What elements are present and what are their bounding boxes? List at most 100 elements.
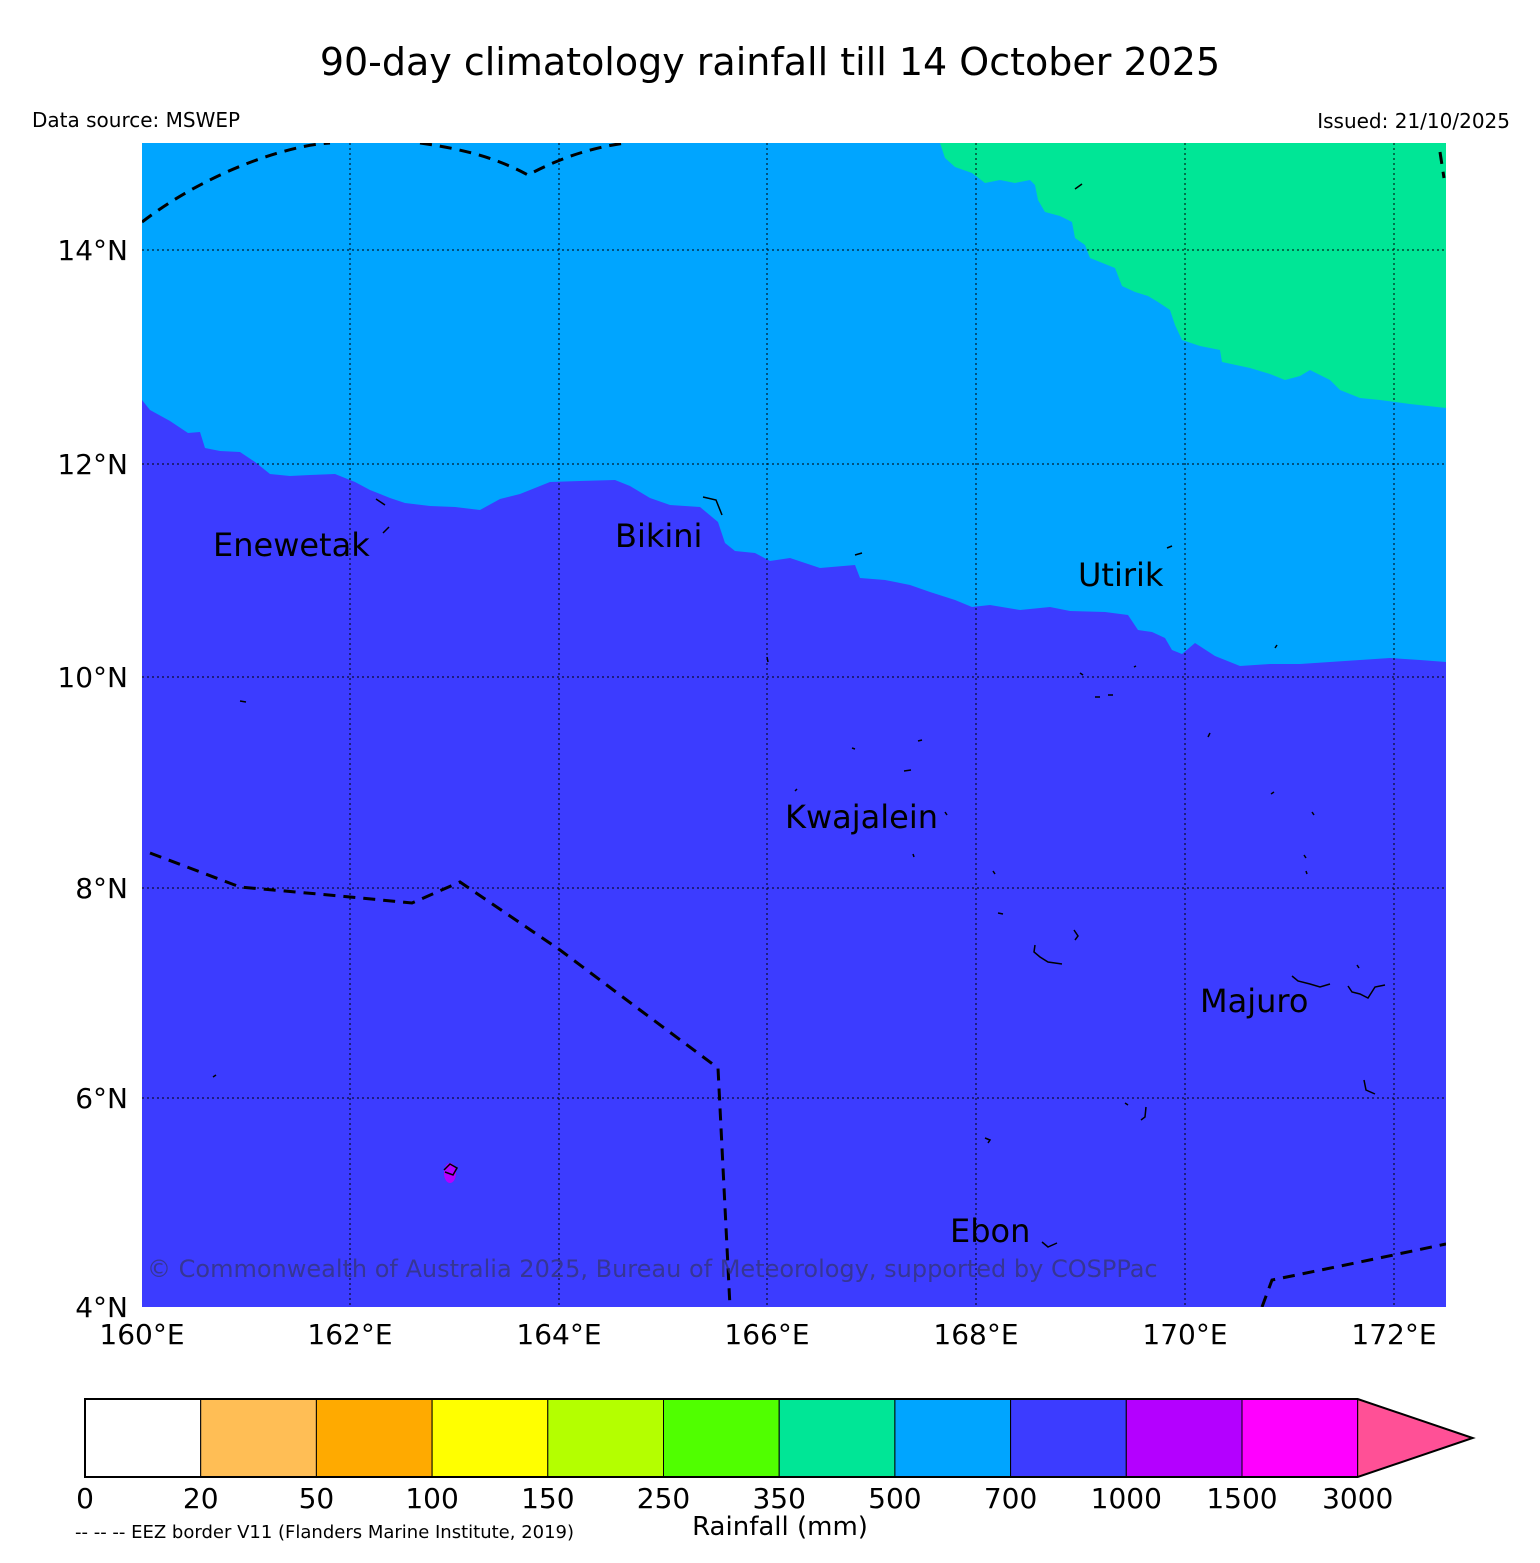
atoll-outline (382, 526, 390, 534)
colorbar-label: 500 (868, 1482, 921, 1515)
lon-tick-label: 170°E (1142, 1318, 1227, 1351)
colorbar-label: 20 (183, 1482, 219, 1515)
colorbar-title: Rainfall (mm) (692, 1512, 868, 1542)
colorbar-label: 250 (637, 1482, 690, 1515)
place-label: Ebon (950, 1212, 1030, 1250)
graticule (142, 143, 1446, 1307)
colorbar-segment (1241, 1398, 1359, 1478)
region-350-500mm (940, 143, 1446, 408)
eez-border (1438, 151, 1446, 179)
colorbar-segment (894, 1398, 1012, 1478)
colorbar-label: 50 (299, 1482, 335, 1515)
colorbar-extend-arrow (1357, 1398, 1475, 1478)
colorbar-label: 100 (405, 1482, 458, 1515)
colorbar-segment (1010, 1398, 1127, 1478)
atoll-outline (212, 1074, 217, 1078)
lat-tick-label: 8°N (75, 872, 128, 905)
lon-tick-labels: 160°E 162°E 164°E 166°E 168°E 170°E 172°… (99, 1318, 1436, 1351)
atoll-outline (1033, 944, 1063, 965)
colorbar-label: 0 (76, 1482, 94, 1515)
atoll-outline (375, 498, 386, 506)
place-label: Utirik (1078, 556, 1164, 594)
colorbar-label: 150 (521, 1482, 574, 1515)
atoll-coastlines (212, 183, 1386, 1248)
atoll-outline (854, 552, 863, 556)
atoll-outline (1124, 1102, 1129, 1106)
lon-tick-label: 160°E (99, 1318, 184, 1351)
atoll-outline (1140, 1106, 1147, 1121)
lat-tick-labels: 4°N 6°N 8°N 10°N 12°N 14°N (57, 234, 128, 1324)
atoll-outline (443, 1163, 459, 1176)
colorbar-label: 1500 (1206, 1482, 1277, 1515)
eez-borders (142, 143, 1446, 1307)
rainfall-regions (142, 143, 1446, 1307)
lon-tick-label: 164°E (516, 1318, 601, 1351)
lon-tick-label: 168°E (933, 1318, 1018, 1351)
atoll-outline (1207, 732, 1211, 738)
atoll-outline (1166, 545, 1173, 549)
atoll-outline (912, 853, 915, 858)
place-label: Kwajalein (785, 798, 938, 836)
colorbar-label: 350 (752, 1482, 805, 1515)
lat-tick-label: 14°N (57, 234, 128, 267)
lon-tick-label: 162°E (307, 1318, 392, 1351)
colorbar-labels: 0 20 50 100 150 250 350 500 700 1000 1500 3000 (76, 1482, 1393, 1515)
atoll-outline (1079, 672, 1084, 676)
atoll-outline (1363, 1079, 1376, 1095)
atoll-outline (239, 700, 247, 703)
atoll-outline (984, 1137, 992, 1144)
issued-date-label: Issued: 21/10/2025 (1317, 109, 1510, 133)
atoll-outline (997, 912, 1004, 915)
lat-tick-label: 12°N (57, 448, 128, 481)
place-label: Enewetak (213, 526, 370, 564)
atoll-outline (917, 739, 923, 742)
atoll-outline (766, 656, 769, 663)
atoll-outline (1356, 964, 1360, 969)
colorbar-label: 1000 (1091, 1482, 1162, 1515)
atoll-outline (1073, 929, 1079, 941)
atoll-outline (1074, 183, 1083, 190)
eez-border (149, 851, 732, 1307)
colorbar-segment (663, 1398, 780, 1478)
atoll-outline (794, 788, 798, 792)
data-source-label: Data source: MSWEP (32, 108, 241, 132)
place-label: Majuro (1200, 982, 1308, 1020)
atoll-outline (1311, 811, 1315, 816)
lat-tick-label: 10°N (57, 661, 128, 694)
lat-tick-label: 4°N (75, 1291, 128, 1324)
colorbar-segment (431, 1398, 549, 1478)
lon-tick-label: 172°E (1351, 1318, 1436, 1351)
eez-legend-note: -- -- -- EEZ border V11 (Flanders Marine… (75, 1522, 575, 1543)
colorbar-segment (315, 1398, 433, 1478)
atoll-outline (1291, 975, 1331, 988)
atoll-outline (903, 769, 912, 772)
atoll-outline (1347, 984, 1386, 999)
atoll-outline (851, 747, 856, 750)
colorbar-label: 700 (984, 1482, 1037, 1515)
colorbar-segment (547, 1398, 664, 1478)
eez-border (142, 143, 331, 224)
eez-border (419, 143, 626, 177)
colorbar-segment (84, 1398, 202, 1478)
copyright-watermark: © Commonwealth of Australia 2025, Bureau… (147, 1255, 1158, 1283)
lat-tick-label: 6°N (75, 1082, 128, 1115)
colorbar-segment (1125, 1398, 1243, 1478)
atoll-outline (992, 870, 996, 875)
atoll-outline (1095, 694, 1113, 698)
colorbar-segment (200, 1398, 317, 1478)
place-labels: Enewetak Bikini Utirik Kwajalein Majuro … (213, 517, 1308, 1250)
atoll-outline (1303, 854, 1308, 875)
colorbar (84, 1398, 1476, 1478)
atoll-outline (1133, 665, 1137, 668)
atoll-outline (944, 811, 948, 816)
eez-border (1260, 1242, 1446, 1307)
colorbar-segment (778, 1398, 896, 1478)
place-label: Bikini (615, 517, 702, 555)
atoll-outline (1041, 1241, 1058, 1248)
page-title: 90-day climatology rainfall till 14 Octo… (319, 40, 1221, 84)
lon-tick-label: 166°E (724, 1318, 809, 1351)
colorbar-label: 3000 (1322, 1482, 1393, 1515)
colorbar-outline (84, 1398, 1476, 1478)
atoll-outline (1270, 791, 1275, 795)
